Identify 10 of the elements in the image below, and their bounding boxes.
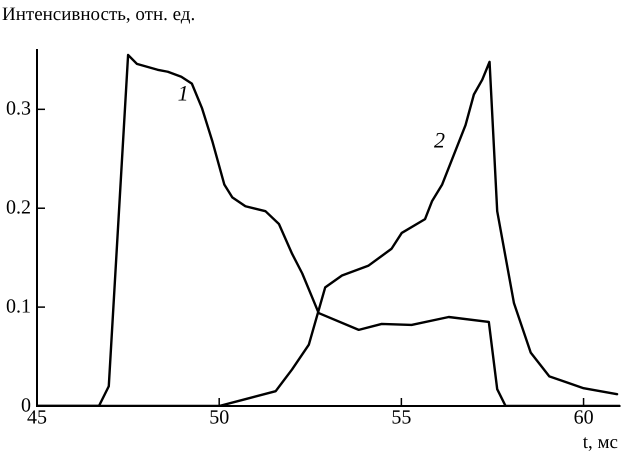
x-axis-title: t, мс (582, 432, 618, 454)
y-tick-label: 0.1 (6, 295, 31, 318)
y-axis-title: Интенсивность, отн. ед. (2, 4, 196, 26)
series-label: 2 (434, 128, 446, 153)
x-tick-label: 60 (574, 406, 594, 428)
y-tick-label: 0.3 (6, 98, 31, 120)
x-tick-label: 55 (391, 406, 412, 428)
y-tick-label: 0.2 (6, 196, 31, 218)
series-label: 1 (178, 80, 189, 106)
x-tick-label: 50 (209, 406, 230, 428)
